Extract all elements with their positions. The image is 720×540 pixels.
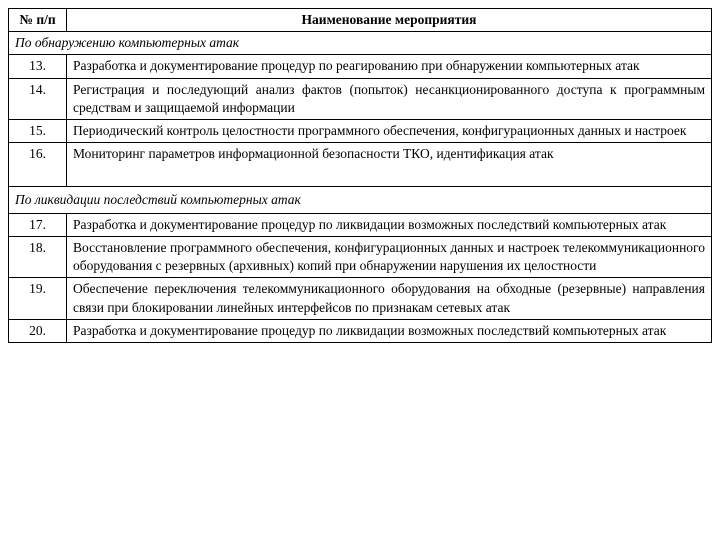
row-text: Восстановление программного обеспечения,… [67, 236, 712, 277]
row-text: Мониторинг параметров информационной без… [67, 143, 712, 186]
table-row: 13. Разработка и документирование процед… [9, 55, 712, 78]
measures-table: № п/п Наименование мероприятия По обнару… [8, 8, 712, 343]
row-text: Разработка и документирование процедур п… [67, 319, 712, 342]
row-num: 15. [9, 120, 67, 143]
row-num: 20. [9, 319, 67, 342]
table-row: 15. Периодический контроль целостности п… [9, 120, 712, 143]
section-title-2: По ликвидации последствий компьютерных а… [9, 186, 712, 213]
table-row: 14. Регистрация и последующий анализ фак… [9, 78, 712, 119]
row-num: 16. [9, 143, 67, 186]
header-name: Наименование мероприятия [67, 9, 712, 32]
header-num: № п/п [9, 9, 67, 32]
row-text: Разработка и документирование процедур п… [67, 213, 712, 236]
table-row: 17. Разработка и документирование процед… [9, 213, 712, 236]
section-row: По обнаружению компьютерных атак [9, 32, 712, 55]
table-row: 16. Мониторинг параметров информационной… [9, 143, 712, 186]
row-text: Периодический контроль целостности прогр… [67, 120, 712, 143]
row-num: 17. [9, 213, 67, 236]
row-num: 18. [9, 236, 67, 277]
row-num: 13. [9, 55, 67, 78]
row-text: Регистрация и последующий анализ фактов … [67, 78, 712, 119]
section-title-1: По обнаружению компьютерных атак [9, 32, 712, 55]
row-text: Разработка и документирование процедур п… [67, 55, 712, 78]
row-num: 19. [9, 278, 67, 319]
table-row: 20. Разработка и документирование процед… [9, 319, 712, 342]
table-row: 19. Обеспечение переключения телекоммуни… [9, 278, 712, 319]
row-num: 14. [9, 78, 67, 119]
table-header-row: № п/п Наименование мероприятия [9, 9, 712, 32]
table-row: 18. Восстановление программного обеспече… [9, 236, 712, 277]
row-text: Обеспечение переключения телекоммуникаци… [67, 278, 712, 319]
section-row: По ликвидации последствий компьютерных а… [9, 186, 712, 213]
